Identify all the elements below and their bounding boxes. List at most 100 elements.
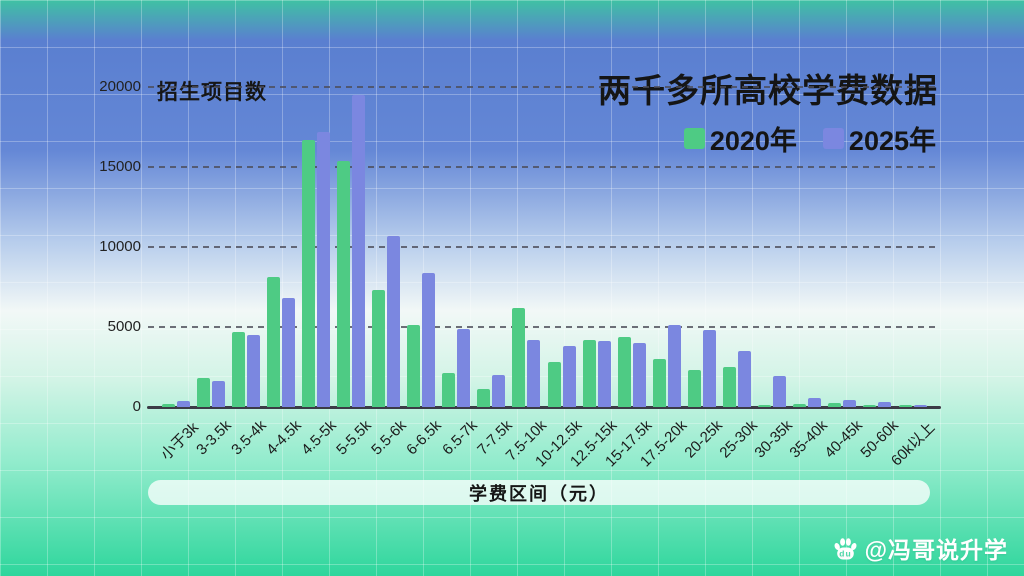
- x-tick-label: 30-35k: [751, 417, 797, 462]
- bar-group: [228, 331, 263, 407]
- x-tick-label: 40-45k: [821, 417, 867, 462]
- bar-group: [404, 272, 439, 407]
- x-tick-label: 5-5.5k: [333, 417, 376, 459]
- bar-2025年-3.5-4k: [246, 335, 260, 407]
- bars-container: [158, 87, 930, 407]
- x-axis-labels: 小于3k 3-3.5k 3.5-4k 4-4.5k 4.5-5k 5-5.5k 5.5-6k…: [157, 413, 938, 488]
- bar-2020年-3-3.5k: [196, 378, 210, 407]
- bar-2025年-12.5-15k: [597, 341, 611, 407]
- bar-group: [298, 131, 333, 407]
- bar-2020年-20-25k: [687, 370, 701, 407]
- bar-2020年-30-35k: [758, 404, 772, 407]
- bar-2025年-40-45k: [843, 399, 857, 407]
- x-tick-label: 6-6.5k: [403, 417, 446, 459]
- bar-group: [755, 375, 790, 407]
- bar-group: [895, 404, 930, 407]
- legend-label: 2020年: [709, 126, 797, 156]
- bar-group: [158, 401, 193, 407]
- bar-2020年-25-30k: [723, 367, 737, 407]
- bar-2020年-3.5-4k: [231, 331, 245, 407]
- bar-group: [614, 336, 649, 407]
- x-tick-label: 6.5-7k: [438, 417, 481, 459]
- bar-2020年-7.5-10k: [512, 307, 526, 407]
- gridline-15000: [148, 166, 940, 168]
- x-tick-label: 3-3.5k: [193, 417, 235, 459]
- bar-2020年-35-40k: [793, 403, 807, 407]
- bar-2025年-3-3.5k: [211, 381, 225, 407]
- bar-2020年-12.5-15k: [582, 339, 596, 407]
- bar-2020年-6.5-7k: [442, 373, 456, 407]
- x-axis-line: [147, 406, 941, 409]
- x-tick-label: 3.5-4k: [228, 417, 270, 459]
- bar-group: [720, 351, 755, 407]
- bar-2025年-50-60k: [878, 402, 892, 407]
- legend-swatch-icon: [683, 128, 705, 149]
- chart-title: 两千多所高校学费数据: [598, 72, 938, 109]
- bar-2020年-15-17.5k: [617, 336, 631, 407]
- x-tick-label: 20-25k: [681, 417, 726, 462]
- bar-2020年-50-60k: [863, 405, 877, 407]
- bar-2025年-6.5-7k: [457, 328, 471, 407]
- y-tick-label: 10000: [99, 238, 141, 255]
- bar-2025年-15-17.5k: [632, 343, 646, 407]
- bar-group: [544, 346, 579, 407]
- bar-2025年-25-30k: [738, 351, 752, 407]
- legend-item-2020年: 2020年: [683, 119, 797, 158]
- x-axis-title-pill: 学费区间（元）: [148, 480, 930, 505]
- bar-2025年-35-40k: [808, 398, 822, 407]
- bar-2020年-4.5-5k: [301, 139, 315, 407]
- watermark-handle: @冯哥说升学: [864, 537, 1008, 563]
- bar-group: [333, 95, 368, 407]
- x-tick-label: 25-30k: [716, 417, 762, 462]
- bar-group: [263, 277, 298, 407]
- bar-2025年-10-12.5k: [562, 346, 576, 407]
- svg-text:du: du: [839, 548, 851, 558]
- bar-2025年-4.5-5k: [316, 131, 330, 407]
- bar-group: [193, 378, 228, 407]
- x-tick-label: 5.5-6k: [368, 417, 411, 459]
- bar-2020年-17.5-20k: [652, 359, 666, 407]
- bar-group: [474, 375, 509, 407]
- y-tick-label: 20000: [99, 78, 141, 95]
- bar-group: [509, 307, 544, 407]
- bar-2020年-5-5.5k: [337, 160, 351, 407]
- x-tick-label: 4-4.5k: [263, 417, 305, 459]
- bar-group: [439, 328, 474, 407]
- bar-2020年-5.5-6k: [372, 290, 386, 407]
- gridline-5000: [148, 326, 940, 328]
- bar-2025年-7.5-10k: [527, 339, 541, 407]
- bar-group: [649, 325, 684, 407]
- bar-group: [790, 398, 825, 407]
- x-axis-title: 学费区间（元）: [469, 483, 609, 504]
- bar-group: [579, 339, 614, 407]
- bar-2020年-6-6.5k: [407, 325, 421, 407]
- bar-2025年-20-25k: [702, 330, 716, 407]
- bar-2025年-6-6.5k: [422, 272, 436, 407]
- legend-swatch-icon: [822, 128, 844, 149]
- bar-group: [684, 330, 719, 407]
- baidu-paw-icon: du: [832, 535, 859, 562]
- bar-2020年-4-4.5k: [266, 277, 280, 407]
- bar-2020年-7-7.5k: [477, 389, 491, 407]
- bar-2020年-40-45k: [828, 403, 842, 407]
- bar-2020年-小于3k: [161, 403, 175, 407]
- bar-2025年-5-5.5k: [352, 95, 366, 407]
- legend: 2020年 2025年: [683, 119, 936, 158]
- bar-2025年-30-35k: [773, 375, 787, 407]
- bar-group: [369, 235, 404, 407]
- bar-2020年-10-12.5k: [547, 362, 561, 407]
- legend-item-2025年: 2025年: [822, 119, 936, 158]
- legend-label: 2025年: [848, 126, 936, 156]
- y-tick-label: 5000: [107, 318, 141, 335]
- bar-2025年-7-7.5k: [492, 375, 506, 407]
- bar-group: [860, 402, 895, 407]
- bar-2025年-5.5-6k: [387, 235, 401, 407]
- bar-2025年-17.5-20k: [667, 325, 681, 407]
- gridline-10000: [148, 246, 940, 248]
- bar-2025年-60k以上: [913, 404, 927, 407]
- y-tick-label: 15000: [99, 158, 141, 175]
- bar-2025年-小于3k: [176, 401, 190, 407]
- gridline-20000: [148, 86, 940, 88]
- bar-2020年-60k以上: [898, 405, 912, 407]
- bar-2025年-4-4.5k: [281, 298, 295, 407]
